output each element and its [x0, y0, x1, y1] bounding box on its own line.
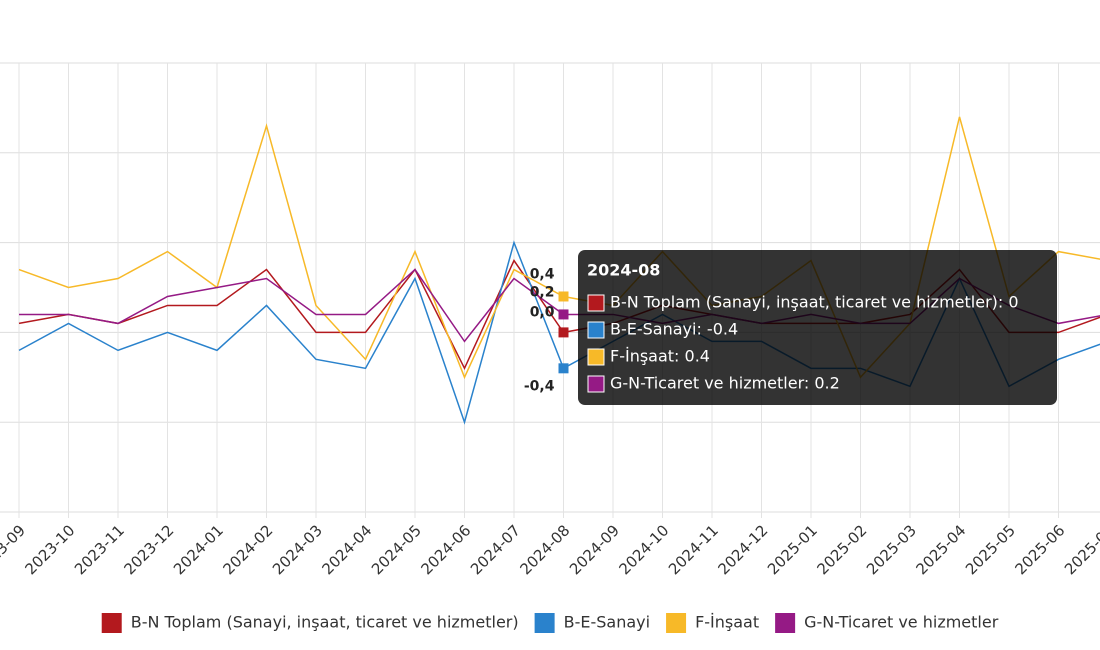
x-tick-label: 2024-12: [714, 521, 771, 578]
x-tick-label: 2023-10: [21, 521, 78, 578]
legend-label: B-N Toplam (Sanayi, inşaat, ticaret ve h…: [131, 613, 519, 632]
point-marker: [558, 291, 569, 302]
x-tick-label: 2024-04: [318, 521, 375, 578]
x-tick-label: 2024-11: [665, 521, 722, 578]
x-tick-label: 2024-10: [615, 521, 672, 578]
legend-label: G-N-Ticaret ve hizmetler: [804, 613, 999, 632]
legend-swatch: [534, 613, 555, 633]
tooltip-item: B-E-Sanayi: -0.4: [610, 320, 738, 339]
tooltip-item: B-N Toplam (Sanayi, inşaat, ticaret ve h…: [610, 293, 1019, 312]
point-marker: [558, 309, 569, 320]
tooltip-swatch: [587, 294, 605, 312]
tooltip: 2024-08 B-N Toplam (Sanayi, inşaat, ticar…: [578, 250, 1057, 405]
x-tick-label: 2023-11: [71, 521, 128, 578]
legend-swatch: [101, 613, 122, 633]
data-label: 0,2: [530, 284, 555, 300]
point-marker: [558, 363, 569, 374]
x-tick-label: 2024-01: [170, 521, 227, 578]
data-label: 0,4: [530, 266, 555, 282]
data-label: -0,4: [524, 378, 555, 394]
x-tick-label: 2024-07: [467, 521, 524, 578]
x-tick-label: 2025-06: [1011, 521, 1068, 578]
data-label: 0,0: [530, 304, 555, 320]
x-tick-label: 2024-09: [566, 521, 623, 578]
tooltip-swatch: [587, 321, 605, 339]
legend: B-N Toplam (Sanayi, inşaat, ticaret ve h…: [101, 613, 999, 633]
x-tick-label: 2025-07: [1061, 521, 1100, 578]
x-tick-label: 2024-08: [516, 521, 573, 578]
x-tick-label: 2024-06: [417, 521, 474, 578]
tooltip-swatch: [587, 375, 605, 393]
legend-label: B-E-Sanayi: [564, 613, 650, 632]
x-tick-label: 2025-03: [863, 521, 920, 578]
x-tick-label: 2024-02: [219, 521, 276, 578]
tooltip-swatch: [587, 348, 605, 366]
tooltip-item: G-N-Ticaret ve hizmetler: 0.2: [610, 374, 840, 393]
x-tick-label: 2025-02: [813, 521, 870, 578]
point-marker: [558, 327, 569, 338]
legend-swatch: [666, 613, 687, 633]
tooltip-title: 2024-08: [587, 261, 660, 280]
x-tick-label: 2025-04: [912, 521, 969, 578]
x-tick-label: 2024-03: [269, 521, 326, 578]
x-tick-label: 2024-05: [368, 521, 425, 578]
x-tick-label: 2023-12: [120, 521, 177, 578]
legend-label: F-İnşaat: [695, 613, 759, 632]
x-tick-label: 2025-05: [962, 521, 1019, 578]
x-tick-label: 2025-01: [764, 521, 821, 578]
tooltip-box: [578, 250, 1057, 405]
tooltip-item: F-İnşaat: 0.4: [610, 347, 710, 366]
legend-swatch: [775, 613, 796, 633]
